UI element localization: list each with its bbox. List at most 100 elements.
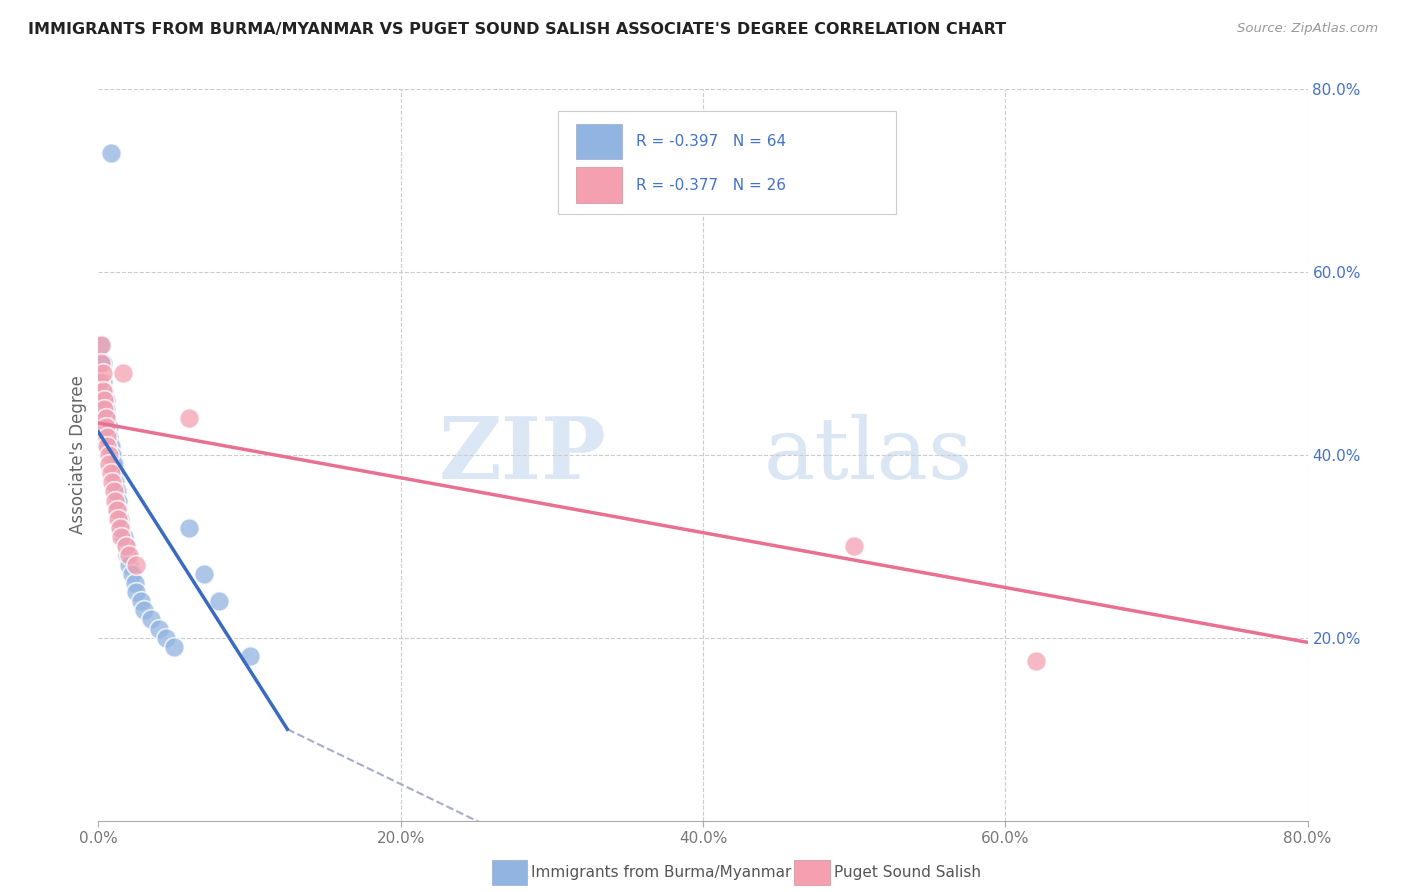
Text: Source: ZipAtlas.com: Source: ZipAtlas.com: [1237, 22, 1378, 36]
Point: [105, 484, 128, 499]
Point: [111, 366, 134, 380]
Point: [90, 356, 112, 371]
Point: [104, 484, 127, 499]
Point: [101, 448, 124, 462]
Point: [107, 512, 129, 526]
Point: [98, 457, 121, 471]
Point: [103, 475, 125, 490]
Y-axis label: Associate's Degree: Associate's Degree: [69, 376, 87, 534]
Point: [121, 566, 143, 581]
Point: [90, 338, 112, 352]
Point: [94, 392, 117, 407]
Point: [91, 384, 114, 398]
Point: [179, 521, 201, 535]
Point: [844, 539, 866, 553]
Point: [90, 338, 112, 352]
Point: [105, 493, 128, 508]
Point: [98, 430, 121, 444]
Point: [148, 622, 170, 636]
Bar: [576, 124, 621, 159]
Point: [96, 430, 118, 444]
Point: [90, 384, 112, 398]
FancyBboxPatch shape: [558, 112, 897, 213]
Point: [179, 411, 201, 425]
Point: [100, 146, 122, 161]
Point: [94, 420, 117, 434]
Point: [89, 375, 111, 389]
Point: [114, 539, 136, 553]
Point: [104, 493, 127, 508]
Point: [93, 392, 115, 407]
Point: [1024, 654, 1046, 668]
Point: [103, 466, 125, 480]
Point: [94, 420, 117, 434]
Point: [108, 521, 131, 535]
Point: [93, 402, 115, 417]
Point: [93, 384, 115, 398]
Point: [98, 439, 121, 453]
Point: [89, 375, 111, 389]
Point: [93, 392, 115, 407]
Point: [125, 585, 148, 599]
Point: [103, 484, 125, 499]
Point: [98, 448, 121, 462]
Text: R = -0.377   N = 26: R = -0.377 N = 26: [637, 178, 786, 193]
Point: [93, 402, 115, 417]
Point: [107, 493, 129, 508]
Point: [118, 558, 141, 572]
Point: [98, 448, 121, 462]
Point: [208, 594, 231, 608]
Point: [114, 539, 136, 553]
Point: [110, 521, 132, 535]
Point: [100, 457, 122, 471]
Text: ZIP: ZIP: [439, 413, 606, 497]
Bar: [576, 168, 621, 202]
Point: [125, 558, 148, 572]
Point: [100, 448, 122, 462]
Point: [96, 430, 118, 444]
Point: [115, 549, 138, 563]
Point: [94, 411, 117, 425]
Point: [94, 402, 117, 417]
Point: [91, 375, 114, 389]
Point: [91, 356, 114, 371]
Text: R = -0.397   N = 64: R = -0.397 N = 64: [637, 134, 786, 149]
Point: [104, 475, 127, 490]
Point: [101, 457, 124, 471]
Point: [239, 649, 262, 664]
Point: [94, 411, 117, 425]
Point: [118, 549, 141, 563]
Point: [103, 457, 125, 471]
Point: [124, 576, 146, 591]
Point: [141, 613, 163, 627]
Point: [163, 640, 186, 654]
Point: [96, 420, 118, 434]
Point: [100, 439, 122, 453]
Point: [91, 402, 114, 417]
Text: Puget Sound Salish: Puget Sound Salish: [834, 865, 981, 880]
Point: [105, 502, 128, 516]
Point: [112, 530, 135, 544]
Point: [193, 566, 215, 581]
Point: [90, 356, 112, 371]
Point: [94, 430, 117, 444]
Point: [101, 475, 124, 490]
Point: [96, 411, 118, 425]
Point: [91, 366, 114, 380]
Point: [93, 411, 115, 425]
Point: [107, 502, 129, 516]
Point: [90, 375, 112, 389]
Text: Immigrants from Burma/Myanmar: Immigrants from Burma/Myanmar: [531, 865, 792, 880]
Point: [108, 512, 131, 526]
Point: [89, 356, 111, 371]
Point: [155, 631, 177, 645]
Point: [111, 530, 134, 544]
Point: [98, 420, 121, 434]
Point: [132, 603, 155, 617]
Point: [89, 392, 111, 407]
Point: [91, 411, 114, 425]
Point: [129, 594, 152, 608]
Point: [96, 439, 118, 453]
Text: atlas: atlas: [763, 413, 973, 497]
Point: [110, 530, 132, 544]
